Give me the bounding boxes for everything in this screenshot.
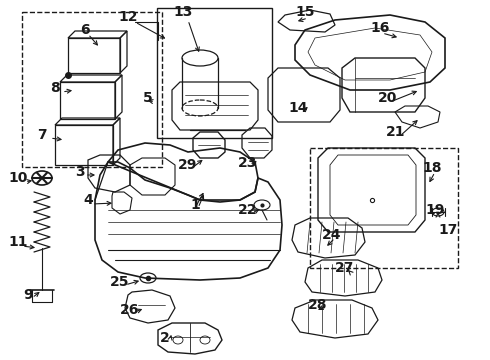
Text: 17: 17: [439, 223, 458, 237]
Text: 2: 2: [160, 331, 170, 345]
Text: 3: 3: [75, 165, 85, 179]
Text: 26: 26: [121, 303, 140, 317]
Text: 6: 6: [80, 23, 90, 37]
Text: 9: 9: [23, 288, 33, 302]
Text: 22: 22: [238, 203, 258, 217]
Text: 16: 16: [370, 21, 390, 35]
Text: 24: 24: [322, 228, 342, 242]
Text: 13: 13: [173, 5, 193, 19]
Text: 25: 25: [110, 275, 130, 289]
Text: 23: 23: [238, 156, 258, 170]
Text: 11: 11: [8, 235, 28, 249]
Bar: [22, 12, 162, 167]
Text: 27: 27: [335, 261, 355, 275]
Text: 21: 21: [386, 125, 406, 139]
Text: 29: 29: [178, 158, 197, 172]
Text: 7: 7: [37, 128, 47, 142]
Text: 8: 8: [50, 81, 60, 95]
Text: 10: 10: [8, 171, 28, 185]
Bar: [157, 8, 272, 138]
Text: 15: 15: [295, 5, 315, 19]
Text: 18: 18: [422, 161, 442, 175]
Text: 19: 19: [425, 203, 445, 217]
Bar: [310, 148, 458, 268]
Text: 20: 20: [378, 91, 398, 105]
Text: 4: 4: [83, 193, 93, 207]
Text: 1: 1: [190, 198, 200, 212]
Text: 14: 14: [288, 101, 308, 115]
Text: 12: 12: [118, 10, 138, 24]
Text: 5: 5: [143, 91, 153, 105]
Text: 28: 28: [308, 298, 328, 312]
